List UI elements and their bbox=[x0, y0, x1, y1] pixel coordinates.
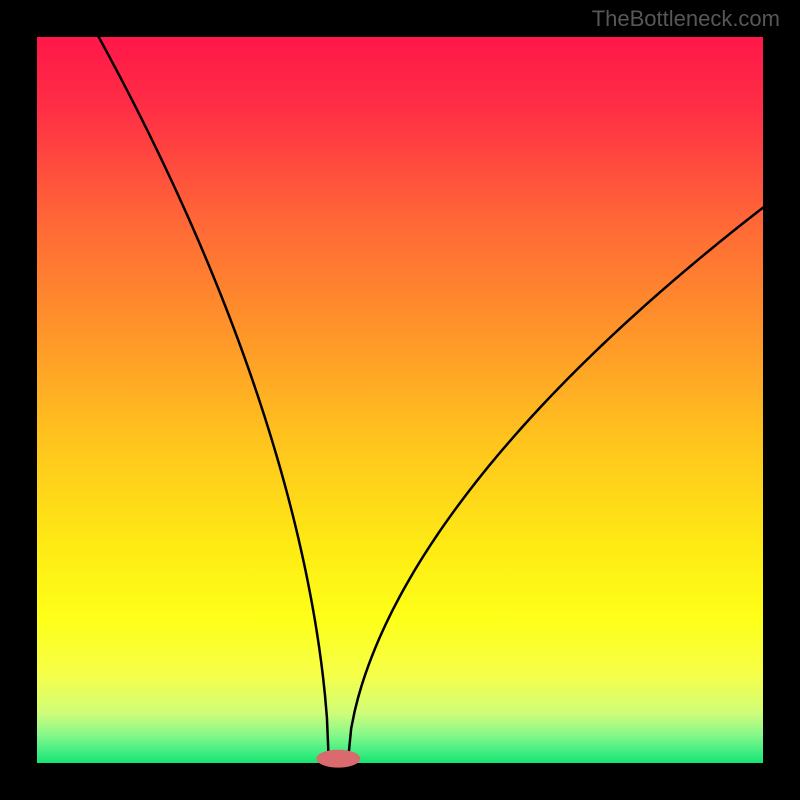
watermark-text: TheBottleneck.com bbox=[592, 6, 780, 32]
bottleneck-chart: TheBottleneck.com bbox=[0, 0, 800, 800]
chart-svg bbox=[0, 0, 800, 800]
minimum-marker bbox=[316, 750, 360, 768]
chart-background bbox=[37, 37, 763, 763]
